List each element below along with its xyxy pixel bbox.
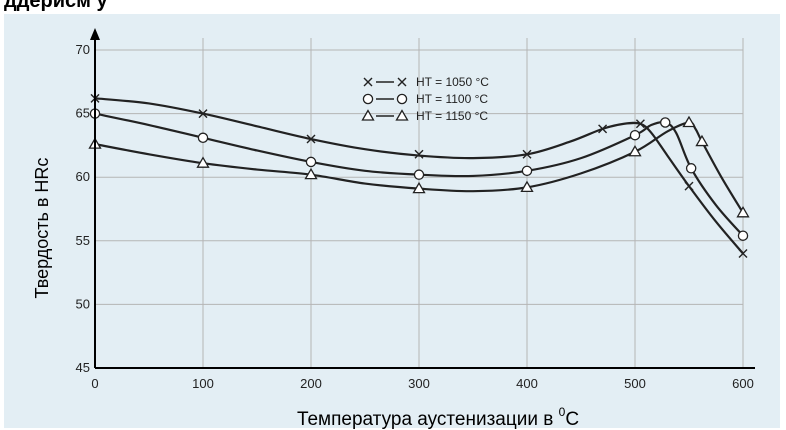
y-tick-label: 50 bbox=[76, 296, 90, 311]
y-tick-label: 65 bbox=[76, 106, 90, 121]
x-axis-label-text: Температура аустенизации в bbox=[297, 409, 559, 430]
x-marker bbox=[598, 124, 608, 134]
series-markers bbox=[88, 93, 750, 259]
x-tick-label: 0 bbox=[91, 376, 98, 391]
x-marker bbox=[684, 181, 694, 191]
axes bbox=[90, 28, 755, 369]
x-marker bbox=[397, 77, 407, 87]
x-axis-label-superscript: 0 bbox=[559, 405, 566, 419]
triangle-marker bbox=[520, 180, 534, 193]
triangle-marker bbox=[304, 167, 318, 180]
x-marker bbox=[306, 134, 316, 144]
circle-marker bbox=[413, 169, 425, 180]
circle-marker bbox=[197, 132, 209, 144]
legend-label: HT = 1050 °C bbox=[416, 75, 489, 89]
triangle-marker bbox=[628, 144, 642, 157]
triangle-marker bbox=[736, 206, 750, 218]
x-tick-label: 300 bbox=[408, 376, 430, 391]
x-axis-label: Температура аустенизации в 0C bbox=[297, 405, 579, 430]
circle-marker bbox=[305, 156, 317, 168]
circle-marker bbox=[737, 230, 749, 241]
x-marker bbox=[522, 149, 532, 159]
chart-panel bbox=[4, 14, 780, 428]
x-tick-label: 100 bbox=[192, 376, 214, 391]
x-tick-label: 200 bbox=[300, 376, 322, 391]
x-tick-label: 500 bbox=[624, 376, 646, 391]
x-marker bbox=[738, 249, 748, 259]
circle-marker bbox=[629, 129, 641, 141]
circle-marker bbox=[685, 163, 697, 174]
tick-labels: 0 100 200 300 400 500 600 45 50 55 60 65 70 bbox=[76, 42, 754, 391]
triangle-marker bbox=[412, 181, 426, 194]
header-text: ддерисм у bbox=[4, 0, 108, 12]
legend-label: HT = 1150 °C bbox=[416, 109, 488, 123]
y-axis-arrow bbox=[90, 28, 100, 40]
y-tick-label: 45 bbox=[76, 360, 90, 375]
triangle-marker bbox=[196, 156, 210, 168]
x-axis-label-unit: C bbox=[565, 409, 579, 430]
triangle-marker bbox=[361, 109, 375, 121]
triangle-marker bbox=[395, 109, 409, 121]
y-tick-label: 55 bbox=[76, 233, 90, 248]
legend-label: HT = 1100 °C bbox=[416, 92, 488, 106]
legend: HT = 1050 °C HT = 1100 °C HT = 1150 °C bbox=[361, 75, 489, 123]
triangle-marker bbox=[695, 134, 709, 147]
circle-marker bbox=[396, 93, 408, 105]
x-marker bbox=[414, 149, 424, 159]
x-marker bbox=[198, 109, 208, 119]
x-marker bbox=[635, 119, 645, 129]
y-tick-label: 70 bbox=[76, 42, 90, 57]
y-tick-label: 60 bbox=[76, 169, 90, 184]
triangle-marker bbox=[682, 115, 696, 128]
x-marker bbox=[363, 77, 373, 87]
circle-marker bbox=[659, 117, 671, 128]
circle-marker bbox=[521, 165, 533, 177]
circle-marker bbox=[362, 93, 374, 105]
series-line-0 bbox=[94, 97, 744, 255]
y-axis-label: Твердость в HRc bbox=[32, 158, 52, 299]
x-tick-label: 600 bbox=[732, 376, 754, 391]
x-tick-label: 400 bbox=[516, 376, 538, 391]
